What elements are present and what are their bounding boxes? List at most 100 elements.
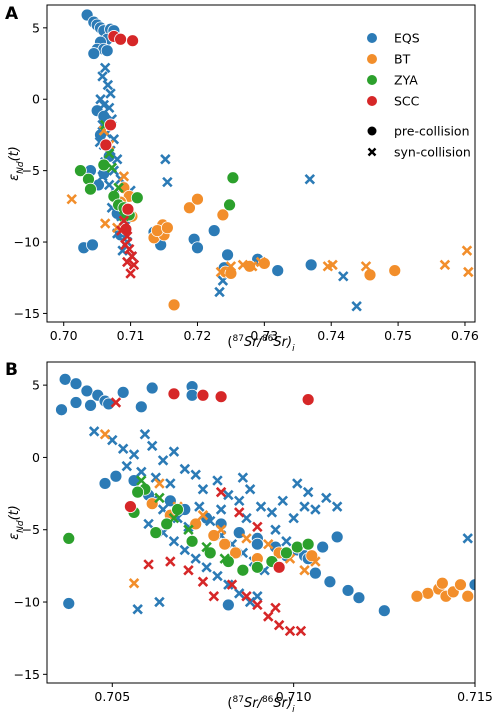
panel-b-point-eqs-cross (117, 443, 129, 454)
panel-a-point-zya-cross (113, 182, 124, 194)
panel-b-point-eqs-cross (292, 478, 303, 489)
panel-b-point-eqs-circle (109, 469, 123, 483)
panel-b-point-bt-cross (154, 478, 165, 489)
panel-a-point-bt-cross (439, 259, 451, 271)
panel-b-point-eqs-cross (237, 472, 249, 483)
panel-b-point-scc-cross (241, 591, 252, 602)
panel-a-frame (46, 4, 476, 323)
legend-label-syn-collision: syn-collision (394, 145, 471, 160)
legend-marker-bt (367, 54, 377, 64)
panel-b-x-tick-label: 0.710 (276, 689, 312, 704)
panel-b-point-eqs-cross (194, 501, 205, 512)
panel-b-point-eqs-circle (69, 377, 83, 391)
panel-b-letter: B (5, 360, 18, 380)
panel-b-point-scc-cross (165, 556, 176, 567)
panel-b-point-eqs-circle (377, 604, 391, 618)
panel-b-point-scc-cross (226, 579, 238, 590)
panel-a-point-eqs-cross (105, 88, 116, 99)
panel-b-point-eqs-cross (168, 446, 180, 457)
panel-b-point-eqs-cross (88, 426, 100, 437)
panel-b-point-eqs-cross (165, 478, 176, 489)
panel-b-point-bt-cross (241, 533, 252, 544)
panel-b-point-zya-circle (279, 546, 293, 560)
panel-a-point-bt-cross (461, 245, 473, 256)
panel-b-x-tick-label: 0.715 (457, 689, 493, 704)
panel-b-point-eqs-cross (288, 512, 299, 524)
panel-b-point-eqs-cross (190, 469, 201, 481)
panel-a-point-scc-cross (120, 239, 131, 251)
panel-a-y-tick-label: −15 (14, 306, 40, 321)
panel-b-point-eqs-cross (223, 489, 234, 501)
panel-a-point-eqs-cross (95, 94, 106, 105)
panel-b-points (55, 372, 475, 637)
panel-b-point-eqs-cross (146, 440, 158, 452)
panel-a-point-eqs-cross (102, 79, 114, 91)
panel-a-letter: A (5, 4, 19, 24)
legend-label-scc: SCC (394, 94, 420, 109)
panel-a-point-bt-cross (247, 261, 258, 272)
panel-a-point-bt-circle (191, 192, 204, 206)
panel-a-point-eqs-circle (87, 47, 101, 60)
panel-b-point-bt-circle (421, 586, 435, 600)
panel-b-point-scc-cross (143, 559, 154, 570)
panel-a-point-eqs-cross (97, 71, 108, 82)
legend-marker-eqs (367, 33, 377, 43)
panel-b-point-eqs-cross (233, 588, 245, 599)
panel-a-x-tick-label: 0.70 (50, 328, 78, 343)
panel-a-plot-area: 0.70 0.71 0.72 0.73 0.74 0.75 0.76 5 0 −5 −10 −15 (8… (7, 4, 479, 354)
panel-b-point-eqs-cross (299, 501, 310, 512)
panel-b-point-eqs-cross (139, 429, 151, 440)
panel-b-point-bt-circle (410, 589, 424, 603)
panel-b-point-eqs-circle (330, 530, 344, 544)
panel-b-point-scc-cross (110, 397, 122, 408)
panel-b-point-zya-circle (131, 485, 145, 499)
panel-a-point-eqs-circle (86, 238, 99, 252)
panel-b-point-bt-circle (305, 549, 319, 563)
panel-b-point-scc-cross (252, 599, 263, 611)
panel-a-point-zya-cross (106, 162, 118, 174)
panel-a-point-scc-circle (126, 34, 140, 48)
panel-b-point-scc-cross (215, 486, 227, 498)
panel-b-point-scc-cross (208, 591, 220, 602)
panel-b-point-eqs-cross (255, 501, 267, 512)
panel-a-point-bt-cross (118, 171, 130, 182)
panel-b-point-bt-cross (299, 564, 310, 576)
panel-b-point-scc-circle (301, 393, 315, 406)
panel-b-point-eqs-cross (154, 596, 165, 608)
panel-b-point-bt-circle (435, 576, 449, 590)
panel-b-point-eqs-cross (201, 562, 212, 573)
panel-a-point-bt-circle (183, 201, 196, 215)
legend-label-zya: ZYA (394, 73, 418, 88)
panel-a-point-eqs-cross (214, 286, 225, 298)
panel-b-point-eqs-circle (134, 400, 148, 414)
panel-b-point-scc-cross (183, 564, 194, 576)
panel-b-y-tick-label: −5 (22, 522, 40, 537)
panel-a-point-eqs-circle (207, 224, 221, 238)
panel-b-point-eqs-cross (168, 536, 180, 547)
panel-b-point-bt-cross (99, 429, 111, 440)
panel-b-x-axis-label: (87Sr/86Sr)i (227, 695, 295, 715)
panel-b-point-scc-cross (284, 625, 296, 637)
panel-a-point-bt-cross (99, 218, 111, 229)
panel-b-point-eqs-circle (323, 575, 337, 589)
panel-b-point-zya-cross (201, 541, 212, 553)
legend-marker-zya (367, 75, 377, 85)
panel-b-point-bt-cross (310, 556, 321, 567)
panel-b-point-eqs-cross (197, 484, 209, 495)
panel-b-point-zya-cross (168, 512, 180, 524)
panel-b-point-zya-circle (301, 537, 315, 551)
panel-a-y-tick-label: −5 (22, 163, 40, 178)
panel-b-point-eqs-circle (309, 566, 322, 580)
panel-b-point-eqs-circle (221, 598, 235, 612)
panel-a-point-zya-circle (130, 191, 144, 205)
panel-a-point-eqs-cross (304, 173, 316, 185)
panel-b-point-eqs-cross (143, 518, 154, 530)
panel-a-points (66, 8, 474, 312)
panel-b-point-scc-circle (167, 387, 181, 401)
panel-a-y-axis-label: εNd(t) (7, 146, 26, 181)
panel-b-x-tick-label: 0.705 (94, 689, 130, 704)
panel-b-point-eqs-cross (121, 460, 133, 472)
panel-b-point-scc-cross (273, 619, 285, 631)
panel-b-point-eqs-circle (352, 591, 366, 605)
